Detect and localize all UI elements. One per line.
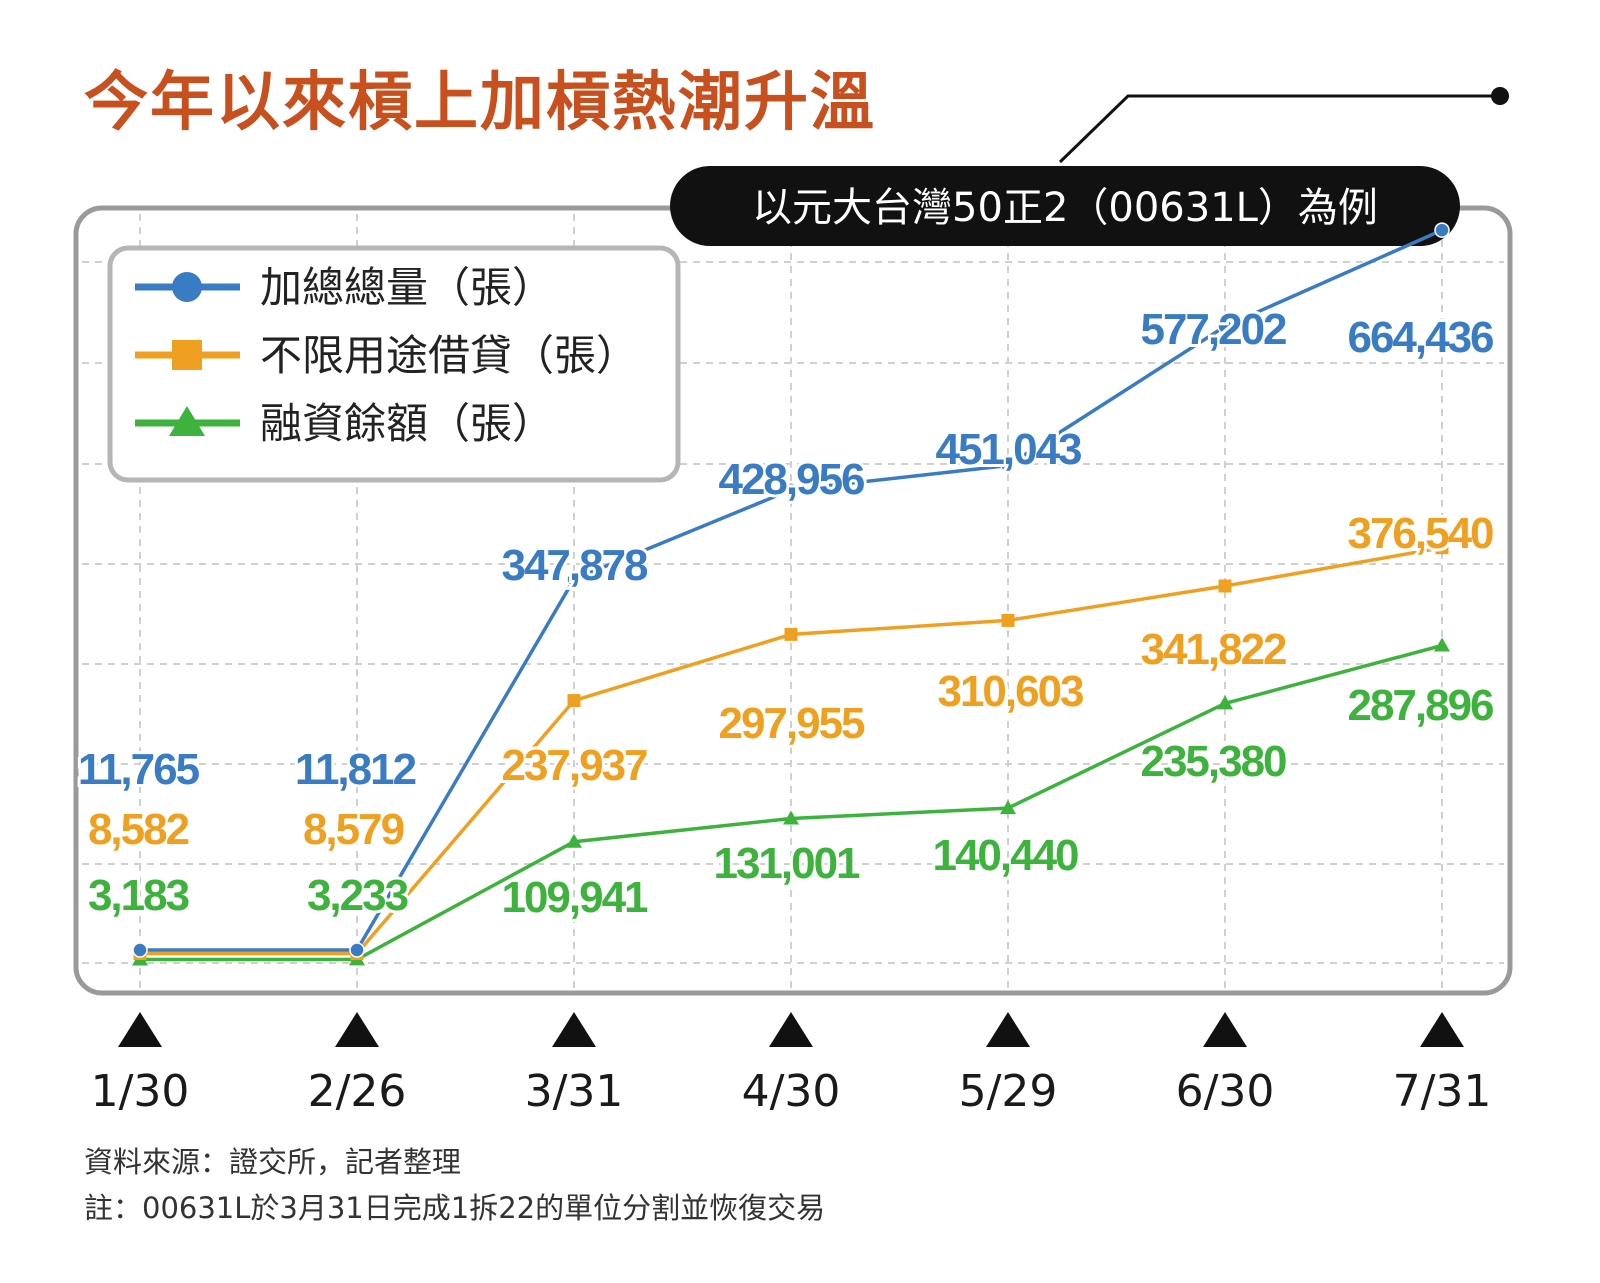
data-label: 8,579	[303, 805, 404, 854]
data-point	[567, 694, 581, 708]
data-label: 11,812	[295, 745, 416, 794]
legend-label: 融資餘額（張）	[260, 399, 554, 448]
legend-box	[107, 245, 681, 483]
tick-arrow-icon	[335, 1012, 379, 1047]
data-label: 428,956	[718, 455, 864, 504]
source-note: 資料來源：證交所，記者整理	[84, 1145, 461, 1179]
title-connector-line	[1058, 94, 1500, 164]
data-label: 376,540	[1347, 509, 1493, 558]
data-point	[1218, 579, 1232, 593]
tick-arrow-icon	[769, 1012, 813, 1047]
series-layer: 11,765 11,812 347,878 428,956 451,043 577,202…	[75, 222, 1498, 966]
data-label: 347,878	[501, 541, 648, 590]
x-tick-label: 5/29	[959, 1066, 1058, 1117]
tick-arrow-icon	[1203, 1012, 1247, 1047]
footnote: 註：00631L於3月31日完成1拆22的單位分割並恢復交易	[84, 1191, 825, 1225]
data-label: 8,582	[88, 805, 189, 854]
connector-dot	[1491, 87, 1509, 105]
data-point	[1001, 613, 1015, 627]
x-axis: 1/30 2/26 3/31 4/30 5/29 6/30 7/31	[91, 1012, 1492, 1117]
legend-label: 不限用途借貸（張）	[260, 331, 638, 380]
data-label: 297,955	[718, 699, 865, 748]
tick-arrow-icon	[986, 1012, 1030, 1047]
data-label: 131,001	[713, 839, 860, 888]
data-point	[349, 942, 365, 958]
data-label: 235,380	[1140, 737, 1286, 786]
legend: 加總總量（張） 不限用途借貸（張） 融資餘額（張）	[107, 245, 681, 483]
subtitle-banner	[670, 166, 1460, 246]
data-label: 577,202	[1140, 305, 1286, 354]
data-point	[783, 810, 799, 825]
data-point	[1217, 318, 1233, 335]
x-tick-label: 1/30	[91, 1066, 190, 1117]
data-point	[1217, 695, 1233, 710]
data-label: 451,043	[935, 425, 1081, 474]
data-point	[566, 833, 582, 848]
data-point	[132, 942, 148, 958]
data-point	[1000, 800, 1016, 815]
x-tick-label: 2/26	[308, 1066, 407, 1117]
x-tick-label: 3/31	[525, 1066, 624, 1117]
data-label: 310,603	[937, 667, 1083, 716]
data-point	[784, 627, 798, 641]
x-tick-label: 7/31	[1393, 1066, 1492, 1117]
data-point	[1435, 541, 1449, 555]
chart-title: 今年以來槓上加槓熱潮升溫	[84, 66, 876, 140]
chart-subtitle: 以元大台灣50正2（00631L）為例	[752, 185, 1378, 231]
tick-arrow-icon	[1420, 1012, 1464, 1047]
data-point	[566, 571, 582, 588]
data-label: 664,436	[1347, 313, 1493, 362]
legend-marker-circle	[172, 272, 202, 302]
legend-marker-square	[172, 340, 202, 370]
data-label: 140,440	[932, 831, 1078, 880]
x-tick-label: 4/30	[742, 1066, 841, 1117]
data-label: 109,941	[501, 873, 648, 922]
legend-marker-triangle	[169, 406, 205, 436]
data-point	[1434, 637, 1450, 652]
data-label: 3,183	[88, 871, 189, 920]
data-label: 11,765	[78, 745, 200, 794]
data-point	[1434, 222, 1450, 238]
tick-arrow-icon	[552, 1012, 596, 1047]
tick-arrow-icon	[118, 1012, 162, 1047]
data-label: 237,937	[501, 741, 647, 790]
data-label: 287,896	[1347, 681, 1493, 730]
data-point	[1000, 457, 1016, 474]
x-tick-label: 6/30	[1176, 1066, 1275, 1117]
data-label: 341,822	[1140, 625, 1286, 674]
data-label: 3,233	[307, 871, 408, 920]
legend-label: 加總總量（張）	[260, 263, 554, 312]
data-point	[783, 482, 799, 498]
